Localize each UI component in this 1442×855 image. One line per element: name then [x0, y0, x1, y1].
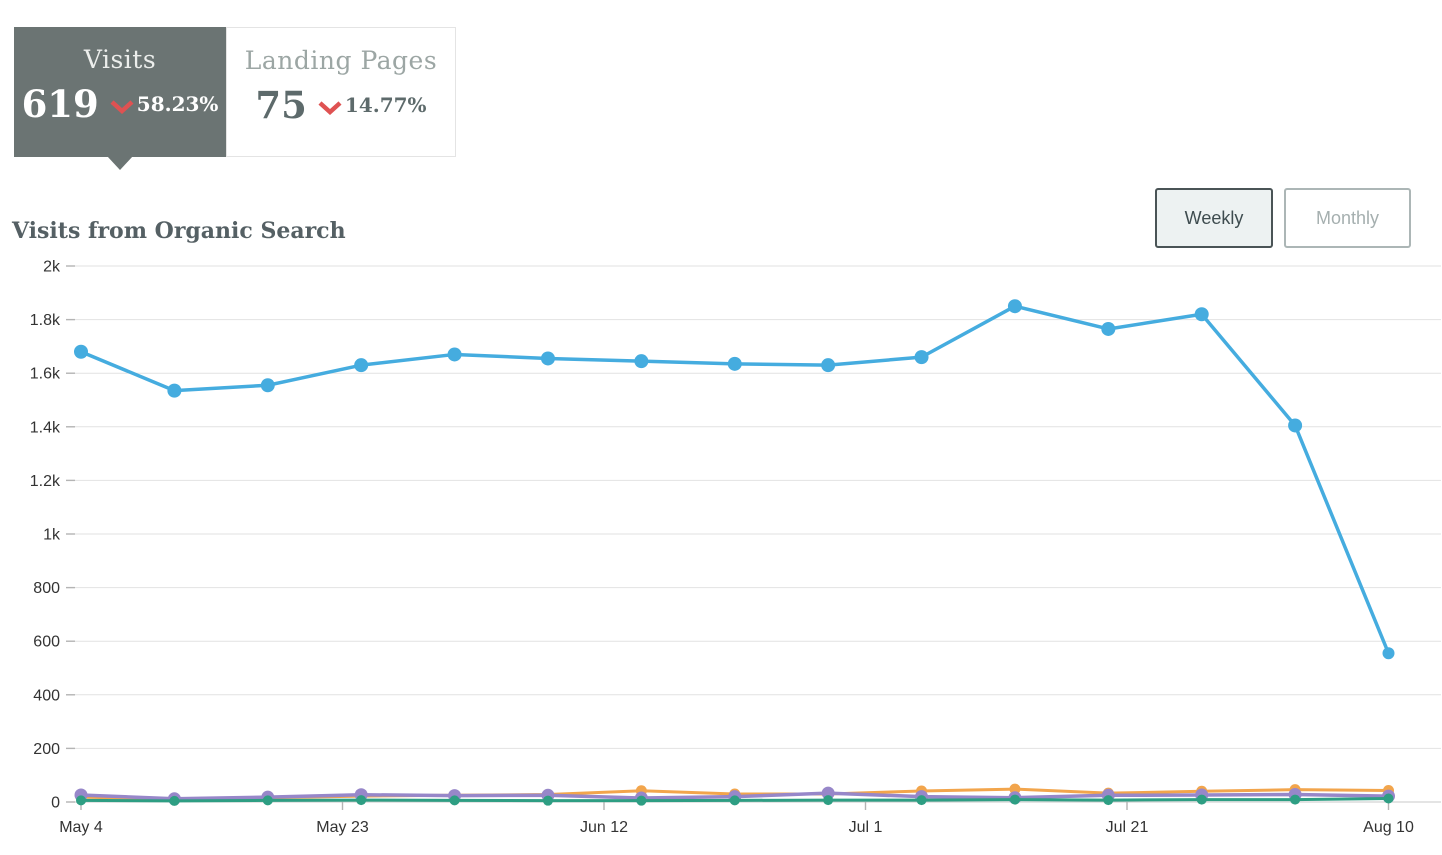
summary-tabs: Visits 619 58.23% Landing Pages 75 14.77… — [14, 27, 456, 170]
tab-landing-pages-label: Landing Pages — [244, 46, 438, 75]
secondary-green-point[interactable] — [1383, 793, 1394, 804]
organic-search-visits-point[interactable] — [1288, 418, 1303, 433]
secondary-green-point[interactable] — [76, 795, 86, 806]
secondary-green-point[interactable] — [1009, 794, 1020, 805]
organic-search-visits-point[interactable] — [1101, 321, 1116, 336]
organic-search-visits-point[interactable] — [260, 378, 275, 393]
secondary-green-point[interactable] — [542, 795, 553, 806]
organic-search-visits-point[interactable] — [447, 347, 462, 362]
y-axis-label: 1k — [43, 527, 61, 544]
visits-line-chart: 2k 1.8k 1.6k 1.4k 1.2k 1k 800 600 400 200 0 May 4 Ma… — [0, 250, 1442, 855]
tab-landing-pages[interactable]: Landing Pages 75 14.77% — [226, 27, 456, 157]
x-axis-label: Aug 10 — [1363, 819, 1414, 836]
organic-search-visits-point[interactable] — [727, 356, 742, 371]
monthly-button[interactable]: Monthly — [1284, 188, 1411, 248]
organic-search-visits-point[interactable] — [1007, 299, 1022, 314]
secondary-green-point[interactable] — [729, 795, 740, 806]
organic-search-visits-point[interactable] — [1194, 307, 1209, 322]
tab-visits-value: 619 — [21, 82, 99, 126]
secondary-green-point[interactable] — [1290, 794, 1301, 805]
organic-search-visits-point[interactable] — [167, 383, 182, 398]
period-toggle: Weekly Monthly — [1155, 188, 1411, 248]
y-axis-label: 1.4k — [30, 419, 61, 436]
down-chevron-icon — [317, 101, 343, 116]
secondary-green-point[interactable] — [169, 795, 180, 806]
y-axis-label: 1.2k — [30, 473, 61, 490]
y-axis-label: 800 — [33, 580, 60, 597]
tab-visits[interactable]: Visits 619 58.23% — [14, 27, 226, 170]
tab-visits-value-row: 619 58.23% — [14, 82, 226, 126]
y-axis-label: 1.8k — [30, 312, 61, 329]
secondary-green-point[interactable] — [1103, 795, 1114, 806]
tab-landing-pages-value-row: 75 14.77% — [227, 83, 455, 127]
tab-visits-change: 58.23% — [136, 92, 219, 116]
y-axis-label: 200 — [33, 741, 60, 758]
chart-canvas: 2k 1.8k 1.6k 1.4k 1.2k 1k 800 600 400 200 0 May 4 Ma… — [30, 259, 1441, 836]
secondary-green-point[interactable] — [1196, 794, 1207, 805]
organic-search-visits-point[interactable] — [540, 351, 555, 366]
organic-search-visits-point[interactable] — [354, 358, 369, 373]
y-axis-label: 400 — [33, 687, 60, 704]
secondary-green-point[interactable] — [636, 795, 647, 806]
tab-landing-pages-value: 75 — [255, 83, 307, 127]
x-axis-label: May 4 — [59, 819, 103, 836]
organic-search-visits-point[interactable] — [914, 350, 929, 365]
organic-search-visits-point[interactable] — [634, 354, 649, 369]
secondary-green-point[interactable] — [356, 795, 367, 806]
y-axis-label: 1.6k — [30, 366, 61, 383]
secondary-green-point[interactable] — [449, 795, 460, 806]
organic-search-visits-point[interactable] — [1382, 647, 1395, 660]
y-axis-label: 0 — [51, 795, 60, 812]
chart-title: Visits from Organic Search — [12, 218, 346, 244]
down-chevron-icon — [109, 100, 135, 115]
y-axis-label: 2k — [43, 259, 61, 276]
secondary-green-point[interactable] — [823, 795, 834, 806]
organic-search-visits-point[interactable] — [821, 358, 836, 373]
y-axis-label: 600 — [33, 634, 60, 651]
tab-landing-pages-change: 14.77% — [344, 93, 427, 117]
x-axis-label: May 23 — [316, 819, 369, 836]
x-axis-label: Jul 1 — [849, 819, 883, 836]
x-axis-label: Jul 21 — [1106, 819, 1149, 836]
secondary-green-point[interactable] — [262, 795, 273, 806]
organic-search-visits-point[interactable] — [74, 344, 88, 359]
x-axis-label: Jun 12 — [580, 819, 628, 836]
active-tab-pointer — [107, 156, 133, 170]
tab-visits-label: Visits — [83, 45, 157, 74]
secondary-green-point[interactable] — [916, 795, 927, 806]
weekly-button[interactable]: Weekly — [1155, 188, 1273, 248]
